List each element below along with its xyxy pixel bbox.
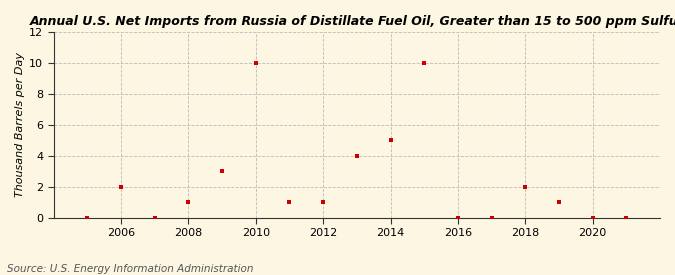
Point (520, 185, 531, 189)
Point (486, 215, 497, 220)
Title: Annual U.S. Net Imports from Russia of Distillate Fuel Oil, Greater than 15 to 5: Annual U.S. Net Imports from Russia of D… (30, 15, 675, 28)
Point (418, 61, 429, 65)
Point (82, 215, 92, 220)
Point (587, 215, 598, 220)
Y-axis label: Thousand Barrels per Day: Thousand Barrels per Day (15, 52, 25, 197)
Point (352, 153, 362, 158)
Point (621, 215, 632, 220)
Point (318, 200, 329, 204)
Point (217, 169, 227, 173)
Point (149, 215, 160, 220)
Point (115, 185, 126, 189)
Text: Source: U.S. Energy Information Administration: Source: U.S. Energy Information Administ… (7, 264, 253, 274)
Point (284, 200, 295, 204)
Point (183, 200, 194, 204)
Point (554, 200, 564, 204)
Point (385, 138, 396, 142)
Point (250, 61, 261, 65)
Point (452, 215, 463, 220)
